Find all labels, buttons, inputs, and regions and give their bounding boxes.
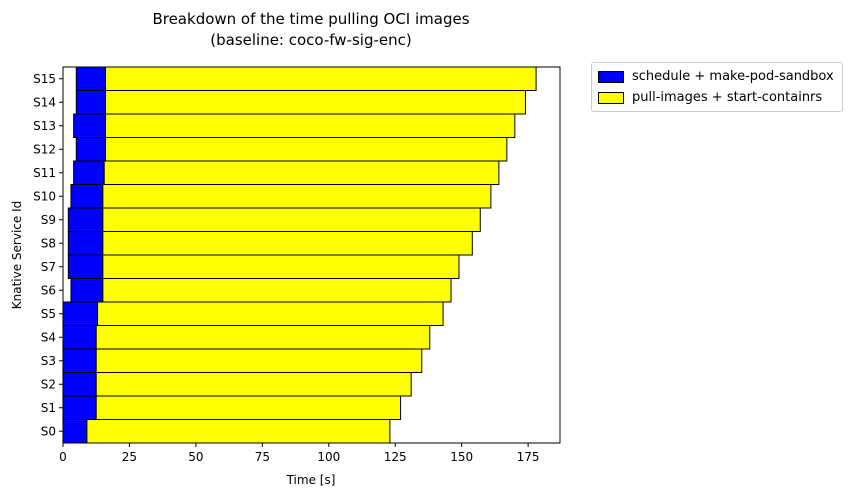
x-tick-label: 175	[517, 450, 540, 464]
bar-pull-images-s11	[103, 160, 500, 185]
y-tick-label: S6	[41, 283, 56, 297]
bar-schedule-s5	[62, 301, 99, 326]
y-axis-ticks: S0 S1 S2 S3 S4 S5 S6 S7 S8 S9 S10 S11 S12 S13 S14 S15	[33, 72, 63, 438]
bar-pull-images-s8	[102, 231, 473, 256]
y-tick-label: S3	[41, 354, 56, 368]
bar-pull-images-s7	[102, 254, 460, 279]
bar-schedule-s10	[70, 184, 104, 209]
legend-item-schedule: schedule + make-pod-sandbox	[598, 66, 834, 87]
y-tick-label: S7	[41, 260, 56, 274]
x-tick-label: 100	[317, 450, 340, 464]
bar-schedule-s1	[62, 395, 97, 420]
chart-title-line-2: (baseline: coco-fw-sig-enc)	[210, 31, 412, 49]
bar-pull-images-s12	[105, 137, 508, 162]
y-tick-label: S0	[41, 424, 56, 438]
y-tick-label: S9	[41, 213, 56, 227]
y-tick-label: S4	[41, 330, 56, 344]
bar-schedule-s6	[70, 278, 104, 303]
bar-pull-images-s13	[105, 113, 516, 138]
bar-pull-images-s5	[97, 301, 444, 326]
y-tick-label: S10	[33, 189, 56, 203]
y-tick-label: S11	[33, 166, 56, 180]
bars-group	[62, 66, 537, 444]
bar-pull-images-s1	[95, 395, 402, 420]
bar-schedule-s14	[75, 90, 107, 115]
bar-pull-images-s0	[86, 419, 391, 444]
x-tick-label: 125	[384, 450, 407, 464]
bar-pull-images-s2	[95, 372, 412, 397]
y-tick-label: S1	[41, 401, 56, 415]
x-tick-label: 25	[122, 450, 137, 464]
x-tick-label: 50	[188, 450, 203, 464]
bar-pull-images-s14	[105, 90, 526, 115]
legend: schedule + make-pod-sandbox pull-images …	[591, 62, 843, 112]
x-axis-ticks: 0 25 50 75 100 125 150 175	[59, 443, 540, 464]
bar-schedule-s2	[62, 372, 97, 397]
y-tick-label: S13	[33, 119, 56, 133]
bar-schedule-s12	[75, 137, 107, 162]
bar-pull-images-s15	[105, 66, 537, 91]
legend-swatch-schedule	[598, 70, 624, 83]
bar-schedule-s7	[67, 254, 104, 279]
bar-schedule-s0	[62, 419, 88, 444]
bar-pull-images-s3	[95, 348, 423, 373]
bar-schedule-s3	[62, 348, 97, 373]
chart-title-line-1: Breakdown of the time pulling OCI images	[152, 10, 469, 28]
bar-schedule-s15	[75, 66, 107, 91]
y-tick-label: S2	[41, 377, 56, 391]
x-tick-label: 0	[59, 450, 67, 464]
plot-frame	[62, 66, 561, 444]
x-tick-label: 150	[450, 450, 473, 464]
y-tick-label: S5	[41, 307, 56, 321]
y-axis-label: Knative Service Id	[10, 201, 24, 310]
x-axis-label: Time [s]	[286, 473, 336, 487]
bar-schedule-s9	[67, 207, 104, 232]
legend-swatch-pull-images	[598, 91, 624, 104]
legend-item-pull-images: pull-images + start-containrs	[598, 87, 834, 108]
legend-label-schedule: schedule + make-pod-sandbox	[632, 69, 834, 84]
bar-pull-images-s9	[102, 207, 481, 232]
bar-schedule-s13	[73, 113, 107, 138]
legend-label-pull-images: pull-images + start-containrs	[632, 90, 823, 105]
bar-pull-images-s6	[102, 278, 452, 303]
bar-schedule-s11	[73, 160, 105, 185]
bar-schedule-s4	[62, 325, 97, 350]
y-tick-label: S14	[33, 95, 56, 109]
x-tick-label: 75	[255, 450, 270, 464]
bar-schedule-s8	[67, 231, 104, 256]
y-tick-label: S12	[33, 142, 56, 156]
bar-pull-images-s4	[95, 325, 431, 350]
bar-pull-images-s10	[102, 184, 492, 209]
y-tick-label: S8	[41, 236, 56, 250]
y-tick-label: S15	[33, 72, 56, 86]
